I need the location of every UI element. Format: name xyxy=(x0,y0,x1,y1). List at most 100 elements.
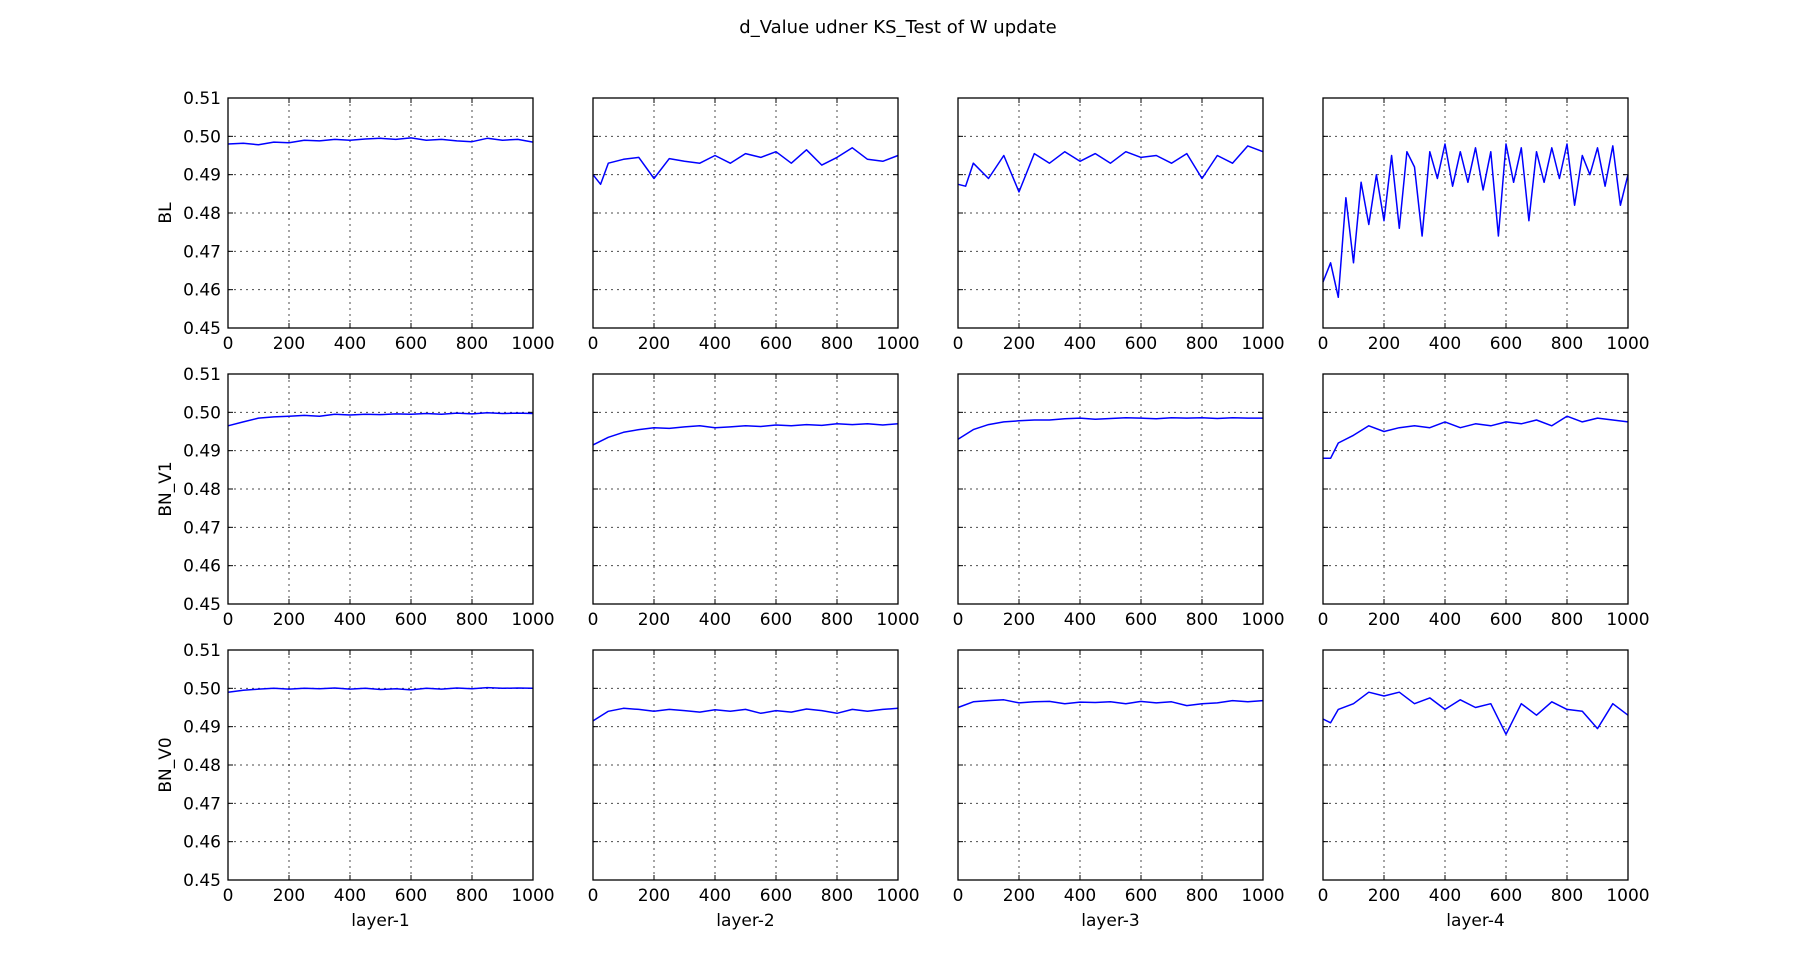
x-tick-label: 400 xyxy=(699,610,731,630)
x-tick-label: 1000 xyxy=(1241,610,1284,630)
subplot-r3-c1: 0 200 400 600 800 1000 0.45 0.46 0.47 0.48 0.49 0.5… xyxy=(156,641,555,931)
x-tick-label: 200 xyxy=(638,610,670,630)
subplot-r1-c4: 0 200 400 600 800 1000 xyxy=(1318,97,1650,354)
series-line xyxy=(592,423,899,446)
x-tick-label: 400 xyxy=(1429,334,1461,354)
x-tick-label: 0 xyxy=(953,610,964,630)
x-tick-label: 600 xyxy=(1490,334,1522,354)
x-tick-label: 800 xyxy=(456,886,488,906)
axes-frame xyxy=(1322,97,1629,329)
x-tick-label: 200 xyxy=(273,334,305,354)
series-line xyxy=(227,411,534,427)
column-label: layer-1 xyxy=(351,911,410,931)
x-tick-label: 1000 xyxy=(1606,610,1649,630)
y-tick-label: 0.48 xyxy=(183,480,221,500)
x-tick-label: 400 xyxy=(699,886,731,906)
x-tick-label: 0 xyxy=(588,610,599,630)
x-tick-label: 1000 xyxy=(876,886,919,906)
axes-frame xyxy=(227,97,534,329)
subplot-r1-c2: 0 200 400 600 800 1000 xyxy=(588,97,920,354)
x-tick-label: 600 xyxy=(395,334,427,354)
series-line xyxy=(1323,415,1629,460)
subplot-r2-c4: 0 200 400 600 800 1000 xyxy=(1318,373,1650,630)
subplot-r3-c3: 0 200 400 600 800 1000 layer-3 xyxy=(953,649,1285,931)
axes-frame xyxy=(592,649,899,881)
x-tick-label: 0 xyxy=(1318,610,1329,630)
figure-title: d_Value udner KS_Test of W update xyxy=(739,17,1056,38)
y-tick-label: 0.51 xyxy=(183,89,221,109)
x-tick-label: 1000 xyxy=(1241,334,1284,354)
column-label: layer-2 xyxy=(716,911,775,931)
x-tick-label: 400 xyxy=(1064,334,1096,354)
y-tick-label: 0.51 xyxy=(183,365,221,385)
x-tick-label: 800 xyxy=(821,610,853,630)
x-tick-label: 200 xyxy=(273,886,305,906)
x-tick-label: 0 xyxy=(953,334,964,354)
row-label: BN_V0 xyxy=(156,737,176,792)
subplot-grid: 0 200 400 600 800 1000 0.45 0.46 0.47 0.48 0.49 0.5… xyxy=(156,89,1650,931)
x-tick-label: 1000 xyxy=(1606,886,1649,906)
y-tick-label: 0.50 xyxy=(183,403,221,423)
subplot-r1-c3: 0 200 400 600 800 1000 xyxy=(953,97,1285,354)
series-line xyxy=(592,707,899,722)
series-line xyxy=(592,147,899,186)
x-tick-label: 400 xyxy=(1064,610,1096,630)
y-tick-label: 0.45 xyxy=(183,319,221,339)
x-tick-label: 1000 xyxy=(511,886,554,906)
series-line xyxy=(957,145,1264,193)
series-line xyxy=(957,416,1263,440)
x-tick-label: 1000 xyxy=(1241,886,1284,906)
x-tick-label: 1000 xyxy=(1606,334,1649,354)
x-tick-label: 800 xyxy=(1551,886,1583,906)
x-tick-label: 0 xyxy=(588,334,599,354)
y-tick-label: 0.45 xyxy=(183,595,221,615)
x-tick-label: 600 xyxy=(1490,886,1522,906)
row-label: BL xyxy=(156,202,176,224)
series-line xyxy=(227,686,534,693)
column-label: layer-4 xyxy=(1446,911,1505,931)
x-tick-label: 400 xyxy=(1064,886,1096,906)
x-tick-label: 800 xyxy=(821,886,853,906)
x-tick-label: 200 xyxy=(1368,610,1400,630)
x-tick-label: 400 xyxy=(334,610,366,630)
column-label: layer-3 xyxy=(1081,911,1140,931)
y-tick-label: 0.47 xyxy=(183,518,221,538)
y-tick-label: 0.48 xyxy=(183,204,221,224)
x-tick-label: 600 xyxy=(1125,886,1157,906)
subplot-r3-c4: 0 200 400 600 800 1000 layer-4 xyxy=(1318,649,1650,931)
x-tick-label: 600 xyxy=(760,610,792,630)
x-tick-label: 400 xyxy=(334,334,366,354)
axes-frame xyxy=(227,649,534,881)
x-tick-label: 800 xyxy=(1186,886,1218,906)
y-tick-label: 0.49 xyxy=(183,718,221,738)
x-tick-label: 800 xyxy=(1551,334,1583,354)
x-tick-label: 800 xyxy=(1186,334,1218,354)
y-tick-label: 0.50 xyxy=(183,679,221,699)
x-tick-label: 200 xyxy=(273,610,305,630)
x-tick-label: 200 xyxy=(1003,610,1035,630)
x-tick-label: 200 xyxy=(638,334,670,354)
x-tick-label: 0 xyxy=(223,334,234,354)
x-tick-label: 600 xyxy=(760,334,792,354)
x-tick-label: 0 xyxy=(1318,334,1329,354)
y-tick-label: 0.49 xyxy=(183,442,221,462)
axes-frame xyxy=(957,97,1264,329)
x-tick-label: 600 xyxy=(1125,334,1157,354)
subplot-r2-c1: 0 200 400 600 800 1000 0.45 0.46 0.47 0.48 0.49 0.5… xyxy=(156,365,555,630)
x-tick-label: 0 xyxy=(953,886,964,906)
x-tick-label: 1000 xyxy=(511,610,554,630)
row-label: BN_V1 xyxy=(156,461,176,516)
axes-frame xyxy=(592,373,899,605)
y-tick-label: 0.46 xyxy=(183,833,221,853)
y-tick-label: 0.50 xyxy=(183,127,221,147)
x-tick-label: 800 xyxy=(456,334,488,354)
x-tick-label: 200 xyxy=(1368,886,1400,906)
x-tick-label: 200 xyxy=(638,886,670,906)
series-line xyxy=(957,699,1264,709)
x-tick-label: 600 xyxy=(395,610,427,630)
y-tick-label: 0.48 xyxy=(183,756,221,776)
x-tick-label: 600 xyxy=(760,886,792,906)
subplot-r3-c2: 0 200 400 600 800 1000 layer-2 xyxy=(588,649,920,931)
y-tick-label: 0.47 xyxy=(183,794,221,814)
